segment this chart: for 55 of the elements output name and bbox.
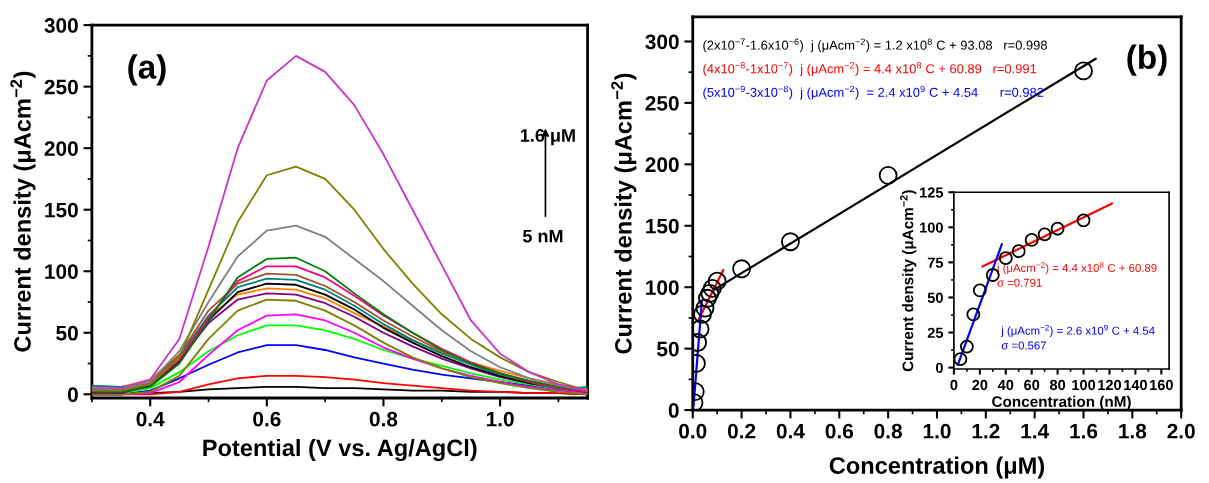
y-tick-label: 300 bbox=[645, 34, 679, 50]
y-tick-label: 100 bbox=[45, 264, 78, 279]
y-tick-label: 150 bbox=[646, 218, 679, 234]
x-tick-label: 0.4 bbox=[136, 411, 165, 427]
annotation: 1.6 μM bbox=[520, 129, 575, 146]
x-tick-label: 0.8 bbox=[874, 423, 902, 439]
x-tick-label: 80 bbox=[1049, 379, 1066, 391]
y-tick-label: 150 bbox=[45, 202, 78, 218]
y-tick-label: 250 bbox=[645, 95, 679, 111]
y-tick-label: 125 bbox=[920, 187, 944, 198]
x-tick-label: 1.8 bbox=[1119, 423, 1147, 439]
x-tick-label: 160 bbox=[1150, 379, 1173, 391]
x-tick-label: 0.4 bbox=[776, 423, 805, 439]
x-tick-label: 1.0 bbox=[486, 411, 514, 427]
x-tick-label: 0.6 bbox=[825, 423, 854, 439]
y-tick-label: 50 bbox=[927, 292, 943, 303]
y-tick-label: 0 bbox=[935, 362, 943, 374]
x-tick-label: 1.4 bbox=[1021, 424, 1050, 439]
x-tick-label: 100 bbox=[1072, 379, 1096, 391]
y-axis-title: Current density (μAcm$^{−2}$) bbox=[611, 73, 637, 354]
annotation: 5 nM bbox=[522, 229, 563, 243]
y-tick-label: 200 bbox=[645, 157, 679, 173]
x-tick-label: 60 bbox=[1024, 379, 1040, 391]
x-tick-label: 40 bbox=[997, 379, 1014, 391]
y-axis-title: Current density (μAcm$^{−2}$) bbox=[10, 71, 36, 352]
y-tick-label: 25 bbox=[927, 327, 944, 338]
text: j (μAcm$^{−2}$) = 2.6 x10$^{9}$ C + 4.54 σ =0.567 bbox=[1000, 324, 1155, 350]
y-tick-label: 75 bbox=[927, 257, 944, 268]
text: (4x10$^{−8}$-1x10$^{−7}$) j (μAcm$^{−2}$) = 4.4 x10$^{8}$ C + 60.89 r=0.991 bbox=[703, 62, 1037, 76]
x-tick-label: 1.2 bbox=[972, 423, 1000, 439]
x-tick-label: 20 bbox=[972, 379, 988, 391]
x-tick-label: 0.8 bbox=[369, 411, 398, 427]
x-tick-label: 0.6 bbox=[253, 411, 281, 427]
y-tick-label: 100 bbox=[646, 280, 679, 295]
y-tick-label: 50 bbox=[657, 341, 679, 357]
x-tick-label: 2.0 bbox=[1167, 423, 1195, 439]
x-axis-title: Concentration (nM) bbox=[992, 395, 1131, 411]
y-axis-title: Current density (μAcm$^{−2}$) bbox=[900, 190, 917, 372]
y-tick-label: 100 bbox=[920, 222, 943, 233]
y-tick-label: 250 bbox=[44, 79, 78, 95]
x-axis-title: Potential (V vs. Ag/AgCl) bbox=[203, 438, 477, 462]
x-tick-label: 0 bbox=[950, 379, 958, 391]
x-tick-label: 1.0 bbox=[923, 423, 951, 439]
y-tick-label: 50 bbox=[56, 325, 78, 341]
x-tick-label: 1.6 bbox=[1070, 423, 1098, 439]
y-tick-label: 300 bbox=[44, 18, 78, 33]
x-axis-title: Concentration (μM) bbox=[829, 456, 1045, 479]
x-tick-label: 0.0 bbox=[679, 423, 707, 439]
x-tick-label: 140 bbox=[1124, 379, 1147, 391]
x-tick-label: 120 bbox=[1098, 379, 1122, 391]
annotation: (a) bbox=[128, 54, 166, 86]
x-tick-label: 0.2 bbox=[727, 423, 756, 439]
y-tick-label: 200 bbox=[44, 141, 78, 156]
annotation: (b) bbox=[1127, 44, 1167, 76]
text: (2x10$^{−7}$-1.6x10$^{−6}$) j (μAcm$^{−2}$) = 1.2 x10$^{8}$ C + 93.08 r=0.998 bbox=[703, 38, 1047, 53]
